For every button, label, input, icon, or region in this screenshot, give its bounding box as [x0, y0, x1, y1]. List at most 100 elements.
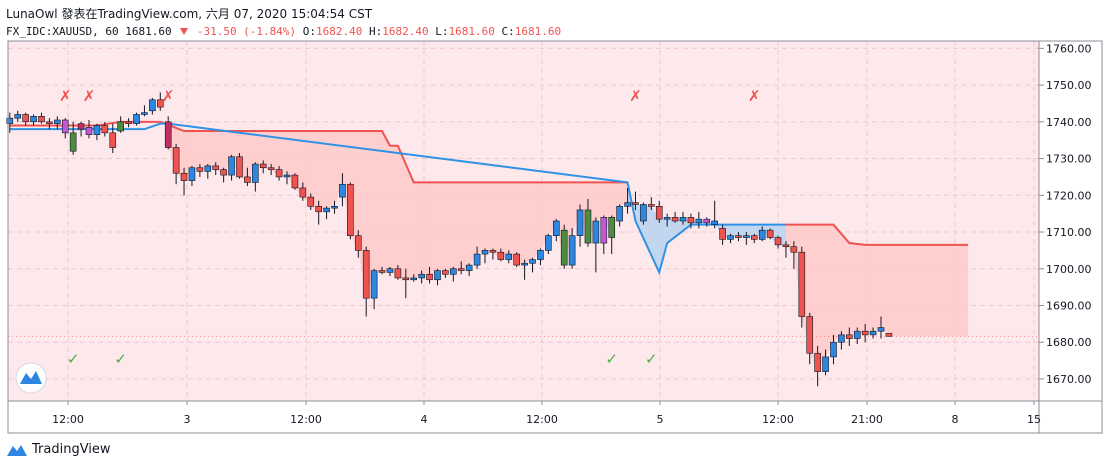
candle-body	[14, 114, 22, 119]
candle-body	[156, 99, 164, 108]
x-tick-label: 3	[184, 413, 191, 426]
candle-body	[790, 246, 798, 253]
signal-markers: ✗ ✗ ✗ ✗ ✗ ✓ ✓ ✓ ✓	[59, 87, 761, 368]
candle-body	[85, 127, 93, 135]
candle-body	[125, 121, 132, 124]
candle-body	[743, 235, 750, 238]
cloud-fill	[627, 182, 786, 273]
candle-body	[798, 251, 806, 317]
candle-body	[806, 316, 814, 354]
trail-line-bear	[9, 120, 628, 184]
y-tick-label: 1740.00	[1046, 116, 1092, 129]
candle-body	[307, 196, 315, 207]
candle-body	[323, 207, 330, 213]
candle-body	[640, 204, 647, 222]
candle-body	[861, 330, 869, 336]
candle-body	[378, 270, 386, 273]
candle-body	[228, 156, 235, 176]
candle-body	[38, 116, 45, 123]
trail-line-bull	[9, 122, 786, 276]
candle-body	[592, 220, 600, 244]
candle-body	[679, 217, 687, 222]
x-tick-label: 8	[952, 413, 959, 426]
candle-body	[600, 217, 608, 244]
chart-title: LunaOwl 發表在TradingView.com, 六月 07, 2020 …	[6, 7, 373, 21]
candle-body	[465, 264, 473, 271]
candle-body	[758, 229, 766, 240]
candle-body	[212, 165, 220, 170]
candle-body	[347, 183, 354, 236]
candle-body	[180, 172, 188, 181]
y-tick-label: 1690.00	[1046, 299, 1092, 312]
candle-body	[339, 183, 346, 198]
x-tick-label: 5	[657, 413, 664, 426]
candle-body	[442, 270, 449, 275]
candle-body	[782, 244, 790, 248]
candle-body	[568, 235, 576, 266]
footer-brand[interactable]: TradingView	[32, 442, 111, 457]
open-label: O:	[302, 25, 317, 38]
x-tick-label: 15	[1027, 413, 1041, 426]
price-axis[interactable]: 1760.00 1750.00 1740.00 1730.00 1720.00 1710.…	[1039, 42, 1092, 386]
candle-body	[354, 235, 362, 251]
candle-body	[822, 356, 829, 372]
open-value: 1682.40	[316, 25, 363, 38]
y-tick-label: 1750.00	[1046, 79, 1092, 92]
candle-body	[133, 114, 140, 124]
ohlc-legend: FX_IDC:XAUUSD, 60 1681.60 -31.50 (-1.84%…	[6, 25, 561, 39]
candle-body	[402, 277, 410, 281]
x-tick-label: 12:00	[762, 413, 794, 426]
low-value: 1681.60	[448, 25, 495, 38]
sell-marker: ✗	[162, 87, 175, 105]
y-tick-label: 1680.00	[1046, 336, 1092, 349]
candle-body	[719, 228, 726, 240]
sell-marker: ✗	[83, 87, 96, 105]
y-tick-label: 1730.00	[1046, 153, 1092, 166]
down-arrow-icon	[180, 28, 189, 35]
candle-body	[774, 237, 782, 246]
footer: TradingView	[6, 442, 111, 457]
candle-body	[331, 206, 338, 209]
sell-marker: ✗	[59, 87, 72, 105]
candle-body	[513, 253, 520, 266]
candle-body	[877, 327, 885, 332]
candle-body	[259, 163, 267, 169]
candle-body	[410, 277, 418, 281]
candle-body	[766, 229, 774, 238]
candle-body	[6, 117, 14, 124]
candle-body	[529, 259, 536, 264]
candle-body	[711, 220, 718, 225]
candle-body	[750, 235, 758, 240]
candle-body	[814, 352, 821, 372]
candle-body	[188, 167, 196, 181]
sell-marker: ✗	[629, 87, 642, 105]
candle-body	[93, 125, 101, 135]
candle-body	[252, 163, 259, 183]
candle-body	[149, 99, 156, 112]
tradingview-cloud-icon	[7, 444, 27, 456]
low-label: L:	[435, 25, 449, 38]
high-value: 1682.40	[382, 25, 429, 38]
trail-cloud	[168, 124, 969, 372]
y-tick-label: 1760.00	[1046, 42, 1092, 55]
candle-body	[299, 187, 307, 198]
candle-body	[267, 167, 275, 170]
candle-body	[576, 209, 584, 236]
candle-body	[61, 119, 69, 134]
candle-body	[204, 165, 212, 172]
close-label: C:	[501, 25, 515, 38]
candle-body	[846, 334, 853, 339]
symbol-label[interactable]: FX_IDC:XAUUSD, 60	[6, 25, 119, 38]
candle-body	[703, 218, 711, 224]
high-label: H:	[369, 25, 383, 38]
candle-body	[46, 121, 53, 124]
candle-body	[30, 116, 37, 123]
tradingview-logo-button[interactable]	[15, 362, 47, 394]
candle-body	[608, 217, 616, 238]
candle-body	[117, 121, 124, 132]
candle-body	[236, 156, 243, 178]
candle-body	[489, 250, 497, 253]
candle-body	[394, 268, 402, 279]
time-axis[interactable]: 12:00 3 12:00 4 12:00 5 12:00 21:00 8 15	[52, 401, 1041, 426]
